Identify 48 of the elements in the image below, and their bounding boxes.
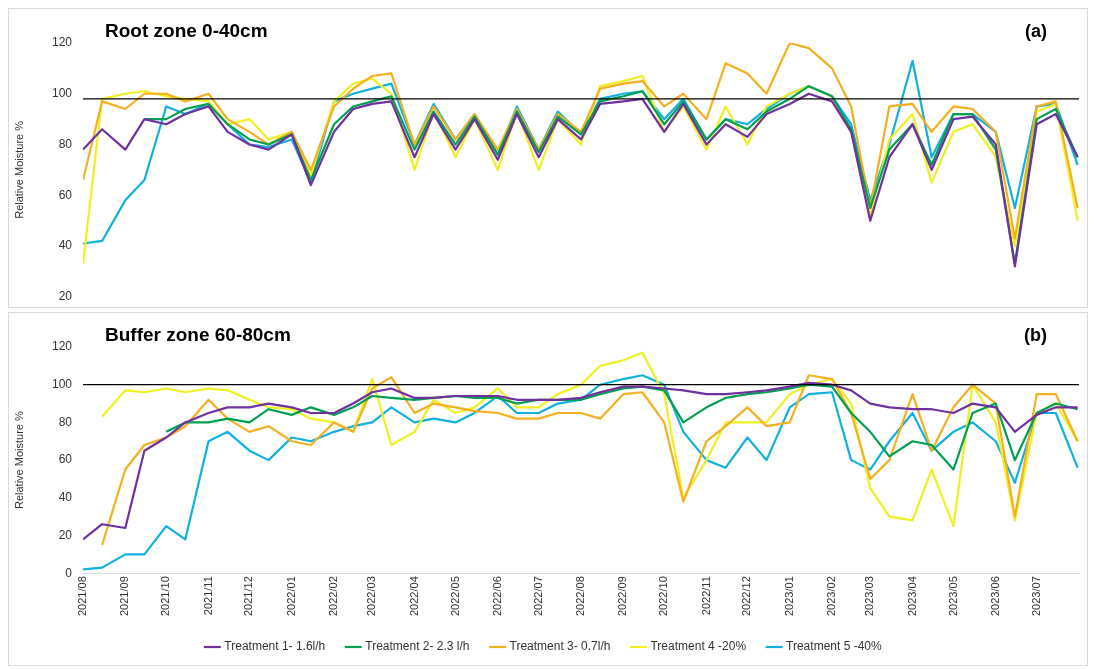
- y-tick-label: 120: [51, 35, 73, 50]
- x-tick-label: 2023/07: [1029, 576, 1042, 616]
- x-tick-label: 2022/03: [365, 576, 378, 616]
- x-tick-label: 2023/05: [946, 576, 959, 616]
- x-tick-label: 2022/02: [327, 576, 340, 616]
- y-tick-label: 40: [58, 238, 73, 253]
- legend-label: Treatment 3- 0.7l/h: [509, 639, 611, 654]
- legend-label: Treatment 1- 1.6l/h: [224, 639, 326, 654]
- y-tick-label: 20: [58, 289, 73, 304]
- y-tick-label: 100: [51, 377, 73, 392]
- x-tick-label: 2022/10: [657, 576, 670, 616]
- x-tick-label: 2021/08: [76, 576, 89, 616]
- x-tick-label: 2021/12: [242, 576, 255, 616]
- x-tick-label: 2022/06: [490, 576, 503, 616]
- text: (a): [1025, 20, 1047, 41]
- x-tick-label: 2023/04: [905, 576, 918, 616]
- x-tick-label: 2022/01: [284, 576, 297, 616]
- x-tick-label: 2023/06: [988, 576, 1001, 616]
- x-tick-label: 2021/11: [201, 576, 214, 616]
- y-tick-label: 80: [58, 414, 73, 429]
- legend-label: Treatment 2- 2.3 l/h: [365, 639, 470, 654]
- y-tick-label: 40: [58, 490, 73, 505]
- chart-title: Root zone 0-40cm: [105, 20, 268, 42]
- text: (b): [1024, 324, 1047, 345]
- y-axis-title: Relative Moisture %: [12, 411, 25, 510]
- x-tick-label: 2022/12: [740, 576, 753, 616]
- y-tick-label: 20: [58, 527, 73, 542]
- y-axis-title: Relative Moisture %: [12, 120, 25, 219]
- chart-title: Buffer zone 60-80cm: [105, 324, 291, 346]
- x-tick-label: 2022/07: [531, 576, 544, 616]
- y-tick-label: 80: [58, 136, 73, 151]
- x-tick-label: 2022/05: [448, 576, 461, 616]
- x-tick-label: 2022/09: [616, 576, 629, 616]
- x-tick-label: 2023/02: [825, 576, 838, 616]
- x-tick-label: 2022/04: [407, 576, 420, 616]
- y-tick-label: 60: [58, 187, 73, 202]
- y-tick-label: 0: [65, 565, 73, 580]
- legend-label: Treatment 4 -20%: [650, 639, 747, 654]
- legend-label: Treatment 5 -40%: [786, 639, 882, 654]
- y-tick-label: 100: [51, 86, 73, 101]
- x-tick-label: 2021/09: [118, 576, 131, 616]
- x-tick-label: 2021/10: [159, 576, 172, 616]
- y-tick-label: 60: [58, 452, 73, 467]
- x-tick-label: 2022/11: [699, 576, 712, 616]
- x-tick-label: 2022/08: [574, 576, 587, 616]
- x-tick-label: 2023/01: [782, 576, 795, 616]
- y-tick-label: 120: [51, 339, 73, 354]
- x-tick-label: 2023/03: [863, 576, 876, 616]
